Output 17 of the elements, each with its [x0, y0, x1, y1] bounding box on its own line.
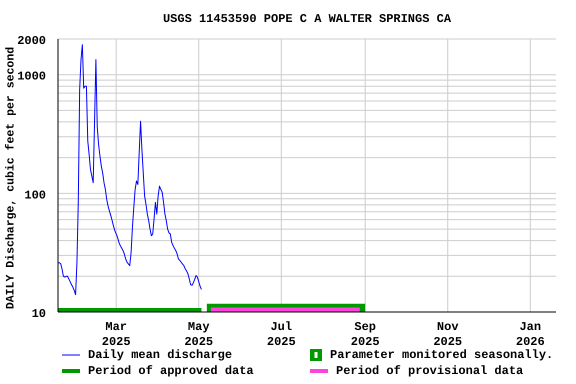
- x-tick-label: Jul 2025: [266, 320, 296, 349]
- legend-label: Period of provisional data: [336, 364, 524, 378]
- y-tick-label: 100: [24, 188, 46, 202]
- y-tick-label: 10: [32, 307, 46, 321]
- legend-label: Period of approved data: [88, 364, 254, 378]
- legend-label: Parameter monitored seasonally.: [330, 348, 554, 362]
- legend-label: Daily mean discharge: [88, 348, 232, 362]
- x-tick-label: Nov 2025: [433, 320, 462, 349]
- chart-title: USGS 11453590 POPE C A WALTER SPRINGS CA: [162, 12, 452, 26]
- line-series: [58, 44, 202, 296]
- x-tick-label: Mar 2025: [102, 320, 131, 349]
- x-tick-label: Jan 2026: [516, 320, 545, 349]
- y-tick-label: 2000: [17, 34, 46, 48]
- y-axis-title: DAILY Discharge, cubic feet per second: [4, 46, 18, 310]
- x-tick-label: Sep 2025: [350, 320, 380, 349]
- x-tick-label: May 2025: [184, 320, 214, 349]
- y-tick-label: 1000: [17, 70, 46, 84]
